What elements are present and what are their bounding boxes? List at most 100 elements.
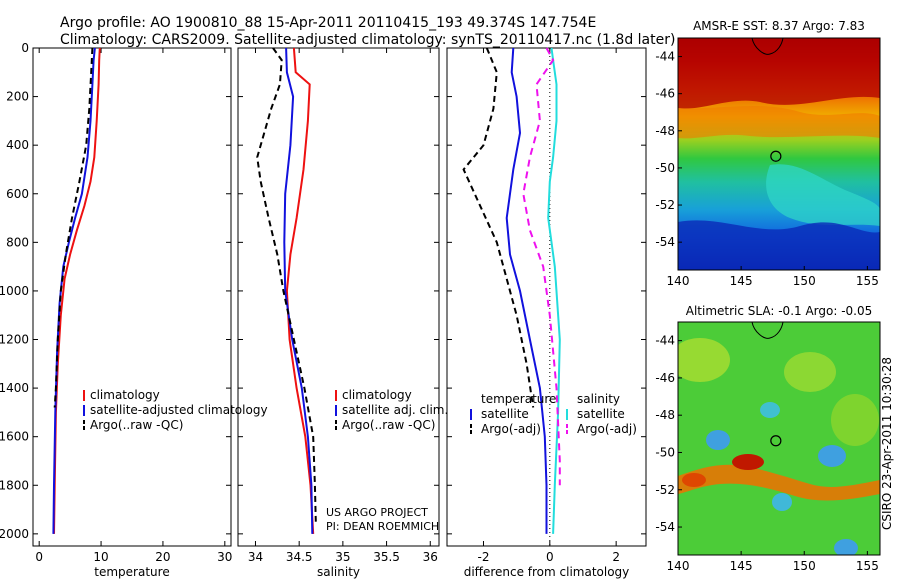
- sla-anomaly: [732, 454, 764, 470]
- legend-label: salinity: [577, 392, 620, 406]
- sla-anomaly: [831, 394, 879, 446]
- figure-title: Argo profile: AO 1900810_88 15-Apr-2011 …: [60, 15, 596, 31]
- series-line: [53, 47, 94, 408]
- x-tick-label: 145: [730, 274, 753, 288]
- x-tick-label: 34: [248, 550, 263, 564]
- legend-label: temperature: [481, 392, 556, 406]
- y-tick-label: -52: [655, 483, 675, 497]
- legend-label: satellite: [577, 407, 625, 421]
- x-tick-label: 0: [546, 550, 554, 564]
- x-tick-label: 145: [730, 559, 753, 573]
- x-tick-label: 35: [335, 550, 350, 564]
- sla-anomaly: [678, 338, 730, 382]
- x-tick-label: 36: [423, 550, 438, 564]
- legend-label: Argo(..raw -QC): [342, 418, 435, 432]
- x-tick-label: 35.5: [373, 550, 400, 564]
- legend-label: satellite adj. clim.: [342, 403, 448, 417]
- sla-anomaly: [834, 539, 858, 555]
- sla-map-frame: [677, 321, 881, 556]
- x-axis-label: difference from climatology: [464, 565, 630, 579]
- sla-argo-location-marker: [770, 435, 782, 447]
- x-tick-label: 34.5: [286, 550, 313, 564]
- sst-cool-tongue: [766, 164, 880, 226]
- y-tick-label: 0: [21, 41, 29, 55]
- y-tick-label: 400: [6, 138, 29, 152]
- series-line: [283, 47, 314, 534]
- series-line: [505, 47, 548, 534]
- legend-label: Argo(-adj): [577, 422, 637, 436]
- x-tick-label: 150: [793, 274, 816, 288]
- sst-map-panel: AMSR-E SST: 8.37 Argo: 7.83 140 145 150 155…: [655, 19, 881, 288]
- series-line: [256, 47, 317, 522]
- y-tick-label: -50: [655, 161, 675, 175]
- y-tick-label: -50: [655, 445, 675, 459]
- x-axis-label: salinity: [317, 565, 360, 579]
- temperature-profile-panel: 0 10 20 30 0 200 400 600 800 1000 1200 1400 1600 1800…: [0, 41, 268, 579]
- y-tick-label: -48: [655, 408, 675, 422]
- x-tick-label: 30: [217, 550, 232, 564]
- sla-map-title: Altimetric SLA: -0.1 Argo: -0.05: [686, 304, 873, 318]
- legend-label: Argo(-adj): [481, 422, 541, 436]
- y-tick-label: -54: [655, 520, 675, 534]
- sst-map-title: AMSR-E SST: 8.37 Argo: 7.83: [693, 19, 865, 33]
- sst-map-frame: [677, 37, 881, 271]
- legend-label: Argo(..raw -QC): [90, 418, 183, 432]
- legend-label: climatology: [342, 388, 412, 402]
- sla-anomaly: [682, 473, 706, 487]
- x-tick-label: 155: [856, 559, 879, 573]
- x-tick-label: 140: [667, 274, 690, 288]
- y-tick-label: -52: [655, 198, 675, 212]
- x-tick-label: 20: [155, 550, 170, 564]
- sla-anomaly: [818, 445, 846, 467]
- sla-anomaly: [706, 430, 730, 450]
- credit-line-1: US ARGO PROJECT: [326, 506, 428, 519]
- timestamp-label: CSIRO 23-Apr-2011 10:30:28: [880, 357, 894, 530]
- legend-label: climatology: [90, 388, 160, 402]
- y-tick-label: 800: [6, 235, 29, 249]
- sst-cold-band: [678, 220, 880, 270]
- y-tick-label: 200: [6, 90, 29, 104]
- series-line: [462, 47, 535, 408]
- x-tick-label: 140: [667, 559, 690, 573]
- series-line: [522, 47, 561, 486]
- legend-label: satellite: [481, 407, 529, 421]
- x-tick-label: 10: [93, 550, 108, 564]
- x-tick-label: 150: [793, 559, 816, 573]
- series-line: [285, 47, 315, 534]
- y-tick-label: -48: [655, 124, 675, 138]
- y-tick-label: 1800: [0, 478, 29, 492]
- series-line: [52, 47, 96, 534]
- sst-coastline: [751, 37, 784, 55]
- x-axis-label: temperature: [94, 565, 169, 579]
- credit-line-2: PI: DEAN ROEMMICH: [326, 520, 439, 533]
- legend-label: satellite-adjusted climatology: [90, 403, 268, 417]
- x-tick-label: 0: [35, 550, 43, 564]
- y-tick-label: -46: [655, 371, 675, 385]
- sst-warm-band: [678, 38, 880, 109]
- y-tick-label: -54: [655, 235, 675, 249]
- y-tick-label: 2000: [0, 527, 29, 541]
- y-tick-label: 1000: [0, 284, 29, 298]
- sla-anomaly: [772, 493, 792, 511]
- y-tick-label: 1400: [0, 381, 29, 395]
- y-tick-label: -44: [655, 334, 675, 348]
- plot-frame: [237, 47, 440, 547]
- sla-anomaly: [760, 402, 780, 418]
- sla-warm-ridge: [678, 464, 880, 501]
- sst-argo-location-marker: [770, 150, 782, 162]
- sla-map-panel: Altimetric SLA: -0.1 Argo: -0.05 140 145 1…: [655, 304, 881, 573]
- y-tick-label: -44: [655, 50, 675, 64]
- x-tick-label: -2: [477, 550, 489, 564]
- sst-orange-band: [678, 105, 880, 139]
- y-tick-label: 1200: [0, 333, 29, 347]
- x-tick-label: 155: [856, 274, 879, 288]
- y-tick-label: -46: [655, 87, 675, 101]
- y-tick-label: 1600: [0, 430, 29, 444]
- salinity-profile-panel: 34 34.5 35 35.5 36 salinity climatologysatelli…: [237, 47, 448, 579]
- plot-frame: [32, 47, 232, 547]
- x-tick-label: 2: [612, 550, 620, 564]
- sla-anomaly: [784, 352, 836, 392]
- figure-subtitle: Climatology: CARS2009. Satellite-adjuste…: [60, 32, 675, 48]
